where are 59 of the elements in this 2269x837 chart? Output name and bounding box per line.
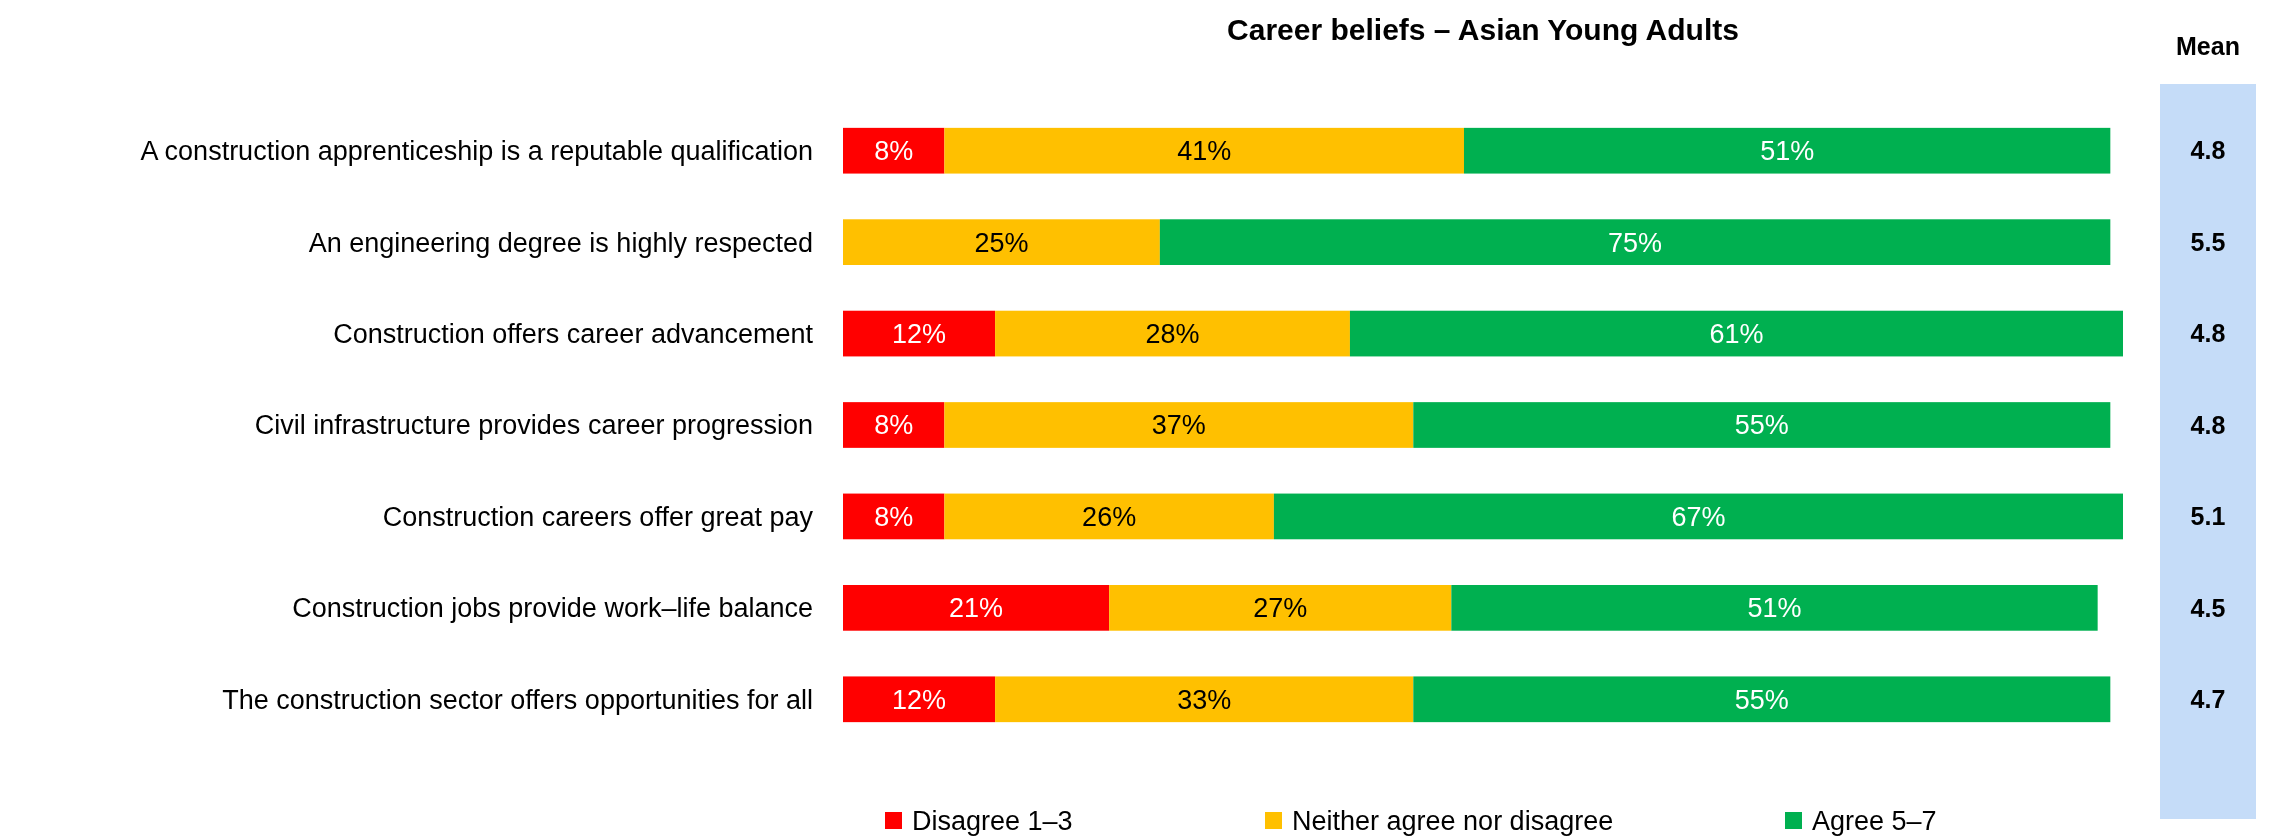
bar bbox=[995, 676, 1414, 723]
bar bbox=[1273, 493, 2123, 540]
data-label: 33% bbox=[1177, 684, 1232, 715]
bar bbox=[1413, 402, 2111, 448]
y-tick-label: The construction sector offers opportunities for all bbox=[222, 684, 813, 715]
bar bbox=[843, 310, 996, 357]
text: 4.7 bbox=[2190, 685, 2226, 714]
text: 4.5 bbox=[2190, 593, 2226, 622]
data-label: 75% bbox=[1608, 227, 1663, 258]
bar bbox=[843, 676, 996, 723]
chart-title: Career beliefs – Asian Young Adults bbox=[1227, 13, 1739, 46]
y-tick-label: Civil infrastructure provides career progression bbox=[254, 410, 813, 441]
bar bbox=[843, 402, 945, 448]
legend-label: Disagree 1–3 bbox=[912, 806, 1073, 837]
data-label: 37% bbox=[1151, 410, 1206, 441]
bar bbox=[843, 585, 1110, 631]
bar bbox=[944, 493, 1274, 540]
y-tick-label: A construction apprenticeship is a reputable qualification bbox=[140, 136, 813, 167]
data-label: 55% bbox=[1734, 684, 1789, 715]
bar bbox=[843, 493, 945, 540]
bar bbox=[843, 219, 1160, 265]
data-label: 8% bbox=[874, 501, 914, 532]
bar bbox=[1109, 585, 1452, 631]
y-tick-label: Construction careers offer great pay bbox=[382, 501, 814, 532]
bar bbox=[1413, 676, 2111, 723]
data-label: 25% bbox=[974, 227, 1029, 258]
text: Mean bbox=[2176, 32, 2240, 60]
text: 4.8 bbox=[2190, 136, 2226, 165]
bar bbox=[843, 127, 945, 174]
bar bbox=[1159, 219, 2111, 265]
text: 5.1 bbox=[2190, 502, 2226, 531]
y-tick-label: An engineering degree is highly respected bbox=[308, 227, 813, 258]
legend-label: Neither agree nor disagree bbox=[1292, 806, 1614, 837]
bar bbox=[944, 127, 1464, 174]
bar bbox=[944, 402, 1414, 448]
bar bbox=[1349, 310, 2123, 357]
data-label: 27% bbox=[1253, 593, 1308, 624]
y-tick-label: Construction jobs provide work–life balance bbox=[292, 593, 813, 624]
data-label: 12% bbox=[892, 319, 947, 350]
text: 5.5 bbox=[2190, 227, 2226, 256]
data-label: 51% bbox=[1760, 136, 1815, 167]
bar bbox=[995, 310, 1350, 357]
data-label: 8% bbox=[874, 410, 914, 441]
data-label: 8% bbox=[874, 136, 914, 167]
bar bbox=[1451, 585, 2098, 631]
data-label: 67% bbox=[1671, 501, 1726, 532]
data-label: 21% bbox=[949, 593, 1004, 624]
data-label: 12% bbox=[892, 684, 947, 715]
data-label: 61% bbox=[1709, 319, 1764, 350]
bar bbox=[1463, 127, 2111, 174]
data-label: 28% bbox=[1145, 319, 1200, 350]
data-label: 51% bbox=[1747, 593, 1802, 624]
data-label: 41% bbox=[1177, 136, 1232, 167]
data-label: 26% bbox=[1082, 501, 1137, 532]
legend-label: Agree 5–7 bbox=[1812, 806, 1937, 837]
y-tick-label: Construction offers career advancement bbox=[333, 319, 814, 350]
data-label: 55% bbox=[1734, 410, 1789, 441]
text: 4.8 bbox=[2190, 410, 2226, 439]
text: 4.8 bbox=[2190, 319, 2226, 348]
